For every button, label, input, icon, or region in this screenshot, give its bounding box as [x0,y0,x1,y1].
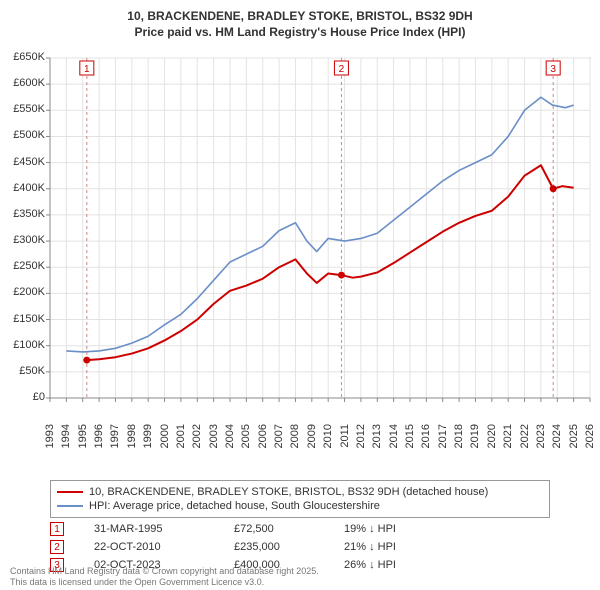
x-tick-label: 2024 [551,424,563,464]
x-tick-label: 2002 [191,424,203,464]
y-tick-label: £650K [0,51,45,63]
sale-marker-icon: 1 [50,522,64,536]
x-tick-label: 1997 [109,424,121,464]
y-tick-label: £200K [0,286,45,298]
title-line-1: 10, BRACKENDENE, BRADLEY STOKE, BRISTOL,… [0,8,600,24]
x-tick-label: 2013 [371,424,383,464]
title-line-2: Price paid vs. HM Land Registry's House … [0,24,600,40]
sale-delta: 21% ↓ HPI [344,541,464,553]
x-tick-label: 2025 [568,424,580,464]
sale-date: 22-OCT-2010 [94,541,234,553]
sale-delta: 19% ↓ HPI [344,523,464,535]
x-tick-label: 2014 [388,424,400,464]
x-tick-label: 2000 [159,424,171,464]
sale-delta: 26% ↓ HPI [344,559,464,571]
x-tick-label: 1996 [93,424,105,464]
y-tick-label: £600K [0,77,45,89]
chart-title: 10, BRACKENDENE, BRADLEY STOKE, BRISTOL,… [0,0,600,40]
x-tick-label: 2016 [420,424,432,464]
legend-label: HPI: Average price, detached house, Sout… [89,500,380,512]
legend-label: 10, BRACKENDENE, BRADLEY STOKE, BRISTOL,… [89,486,488,498]
x-tick-label: 2011 [339,424,351,464]
chart-area: 1 2 3 £0 £50K £100K £150K £200K £250K £300K £350K… [0,48,600,448]
x-tick-label: 2006 [257,424,269,464]
x-tick-label: 2017 [437,424,449,464]
x-tick-label: 2003 [208,424,220,464]
sale-row: 1 31-MAR-1995£72,50019% ↓ HPI [50,520,464,538]
footnote-line-2: This data is licensed under the Open Gov… [10,577,319,588]
y-tick-label: £150K [0,313,45,325]
y-tick-label: £0 [0,391,45,403]
sale-date: 31-MAR-1995 [94,523,234,535]
legend-swatch [57,505,83,507]
chart-svg: 1 2 3 [0,48,600,448]
x-tick-label: 1993 [44,424,56,464]
svg-text:2: 2 [339,64,345,75]
y-tick-label: £500K [0,129,45,141]
svg-text:1: 1 [84,64,90,75]
x-tick-label: 2005 [240,424,252,464]
x-tick-label: 2019 [469,424,481,464]
x-tick-label: 2020 [486,424,498,464]
x-tick-label: 1994 [60,424,72,464]
x-tick-label: 2008 [289,424,301,464]
x-tick-label: 2015 [404,424,416,464]
x-tick-label: 2026 [584,424,596,464]
x-tick-label: 1999 [142,424,154,464]
footnote-line-1: Contains HM Land Registry data © Crown c… [10,566,319,577]
y-tick-label: £50K [0,365,45,377]
footnote: Contains HM Land Registry data © Crown c… [10,566,319,588]
y-tick-label: £300K [0,234,45,246]
x-tick-label: 1995 [77,424,89,464]
x-tick-label: 2010 [322,424,334,464]
y-tick-label: £350K [0,208,45,220]
y-tick-label: £450K [0,156,45,168]
x-tick-label: 2004 [224,424,236,464]
legend-item: HPI: Average price, detached house, Sout… [57,499,543,513]
x-tick-label: 2001 [175,424,187,464]
y-tick-label: £400K [0,182,45,194]
legend: 10, BRACKENDENE, BRADLEY STOKE, BRISTOL,… [50,480,550,518]
sale-marker-icon: 2 [50,540,64,554]
y-tick-label: £250K [0,260,45,272]
y-tick-label: £100K [0,339,45,351]
y-tick-label: £550K [0,103,45,115]
x-tick-label: 2012 [355,424,367,464]
svg-text:3: 3 [550,64,556,75]
x-tick-label: 2007 [273,424,285,464]
x-tick-label: 1998 [126,424,138,464]
x-tick-label: 2022 [519,424,531,464]
legend-item: 10, BRACKENDENE, BRADLEY STOKE, BRISTOL,… [57,485,543,499]
x-tick-label: 2023 [535,424,547,464]
sale-price: £235,000 [234,541,344,553]
legend-swatch [57,491,83,493]
x-tick-label: 2009 [306,424,318,464]
sale-row: 2 22-OCT-2010£235,00021% ↓ HPI [50,538,464,556]
x-tick-label: 2018 [453,424,465,464]
sale-price: £72,500 [234,523,344,535]
x-tick-label: 2021 [502,424,514,464]
